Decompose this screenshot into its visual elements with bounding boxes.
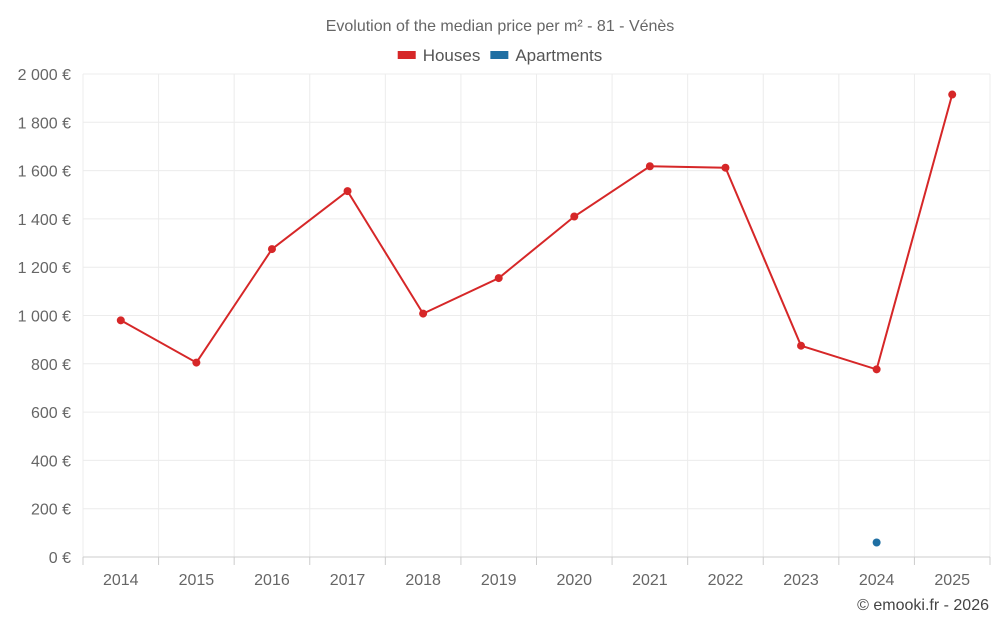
legend-label-apartments: Apartments bbox=[515, 46, 602, 65]
legend-swatch-apartments bbox=[490, 51, 509, 59]
y-axis: 0 € 200 € 400 € 600 € 800 € 1 000 € 1 200 € 1 4… bbox=[18, 67, 71, 567]
x-tick-label: 2017 bbox=[330, 572, 366, 589]
x-tick-label: 2021 bbox=[632, 572, 668, 589]
y-tick-label: 600 € bbox=[31, 405, 71, 422]
y-tick-label: 1 400 € bbox=[18, 212, 71, 229]
x-tick-label: 2024 bbox=[859, 572, 895, 589]
data-point-houses-2021[interactable] bbox=[645, 162, 654, 171]
x-tick-label: 2019 bbox=[481, 572, 517, 589]
data-point-houses-2024[interactable] bbox=[872, 365, 881, 374]
y-tick-label: 1 200 € bbox=[18, 260, 71, 277]
data-point-houses-2023[interactable] bbox=[797, 341, 806, 350]
y-tick-label: 200 € bbox=[31, 502, 71, 519]
x-tick-label: 2014 bbox=[103, 572, 139, 589]
data-point-houses-2020[interactable] bbox=[570, 212, 579, 221]
x-tick-label: 2016 bbox=[254, 572, 290, 589]
data-point-houses-2022[interactable] bbox=[721, 163, 730, 172]
x-tick-label: 2020 bbox=[556, 572, 592, 589]
plot-area bbox=[116, 90, 957, 547]
x-tick-label: 2015 bbox=[179, 572, 215, 589]
y-tick-label: 2 000 € bbox=[18, 67, 71, 84]
x-tick-label: 2018 bbox=[405, 572, 441, 589]
legend-label-houses: Houses bbox=[423, 46, 481, 65]
series-line-houses bbox=[120, 94, 954, 371]
legend-swatch-houses bbox=[397, 51, 416, 59]
y-tick-label: 1 800 € bbox=[18, 115, 71, 132]
credit-text: © emooki.fr - 2026 bbox=[857, 597, 989, 614]
x-tick-label: 2022 bbox=[708, 572, 744, 589]
grid-lines bbox=[82, 73, 991, 558]
data-point-houses-2015[interactable] bbox=[192, 358, 201, 367]
series-houses bbox=[116, 90, 957, 374]
y-tick-label: 1 000 € bbox=[18, 309, 71, 326]
legend-item-apartments[interactable]: Apartments bbox=[490, 46, 602, 65]
chart-title: Evolution of the median price per m² - 8… bbox=[326, 18, 675, 35]
data-point-houses-2017[interactable] bbox=[343, 187, 352, 196]
data-point-houses-2014[interactable] bbox=[116, 316, 125, 325]
x-tick-label: 2025 bbox=[934, 572, 970, 589]
series-apartments bbox=[872, 538, 881, 547]
data-point-houses-2019[interactable] bbox=[494, 274, 503, 283]
y-tick-label: 800 € bbox=[31, 357, 71, 374]
data-point-houses-2018[interactable] bbox=[419, 309, 428, 318]
y-tick-label: 400 € bbox=[31, 453, 71, 470]
y-tick-label: 0 € bbox=[49, 550, 71, 567]
data-point-houses-2025[interactable] bbox=[948, 90, 957, 99]
data-point-houses-2016[interactable] bbox=[267, 245, 276, 254]
y-tick-label: 1 600 € bbox=[18, 164, 71, 181]
legend: Houses Apartments bbox=[397, 46, 602, 65]
x-axis: 2014 2015 2016 2017 2018 2019 2020 2021 2022 2023… bbox=[82, 556, 991, 589]
data-point-apartments-2024[interactable] bbox=[872, 538, 881, 547]
legend-item-houses[interactable]: Houses bbox=[397, 46, 481, 65]
x-tick-label: 2023 bbox=[783, 572, 819, 589]
